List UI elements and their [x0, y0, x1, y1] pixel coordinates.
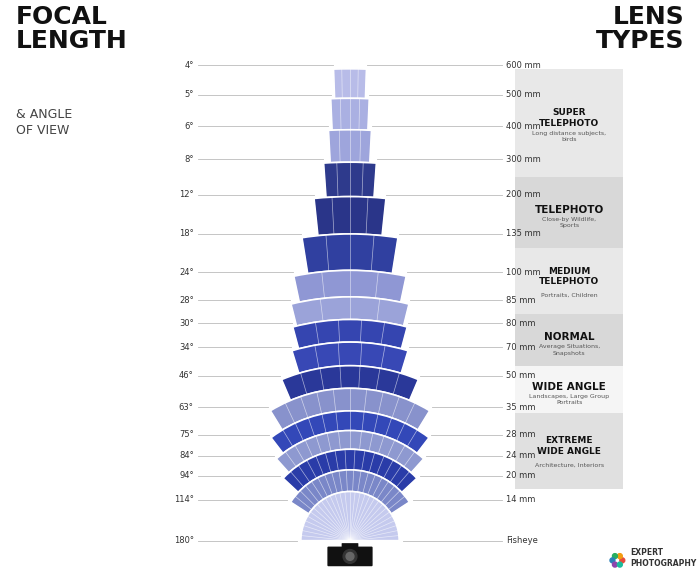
Text: Long distance subjects,
birds: Long distance subjects, birds: [532, 131, 606, 143]
Text: 80 mm: 80 mm: [506, 319, 536, 328]
Wedge shape: [271, 411, 429, 454]
Text: FOCAL
LENGTH: FOCAL LENGTH: [16, 5, 127, 53]
Text: 28°: 28°: [179, 296, 194, 305]
Text: 63°: 63°: [178, 403, 194, 412]
Circle shape: [346, 553, 354, 560]
Circle shape: [617, 562, 622, 567]
Wedge shape: [283, 450, 417, 492]
Text: 180°: 180°: [174, 536, 194, 545]
Text: 12°: 12°: [179, 190, 194, 199]
FancyBboxPatch shape: [328, 546, 372, 566]
Text: 4°: 4°: [184, 61, 194, 70]
Text: 94°: 94°: [179, 471, 194, 480]
FancyBboxPatch shape: [342, 543, 358, 550]
Text: 400 mm: 400 mm: [506, 122, 541, 131]
Bar: [515, 414, 623, 489]
Text: EXPERT
PHOTOGRAPHY: EXPERT PHOTOGRAPHY: [630, 548, 696, 568]
Wedge shape: [333, 69, 367, 99]
Wedge shape: [281, 366, 419, 400]
Text: & ANGLE
OF VIEW: & ANGLE OF VIEW: [16, 108, 72, 137]
Text: 46°: 46°: [179, 371, 194, 380]
Bar: [515, 314, 623, 366]
Text: EXTREME
WIDE ANGLE: EXTREME WIDE ANGLE: [538, 436, 601, 456]
Wedge shape: [291, 297, 409, 326]
Text: WIDE ANGLE: WIDE ANGLE: [532, 382, 606, 392]
Bar: [515, 248, 623, 314]
Wedge shape: [328, 130, 372, 163]
Text: 500 mm: 500 mm: [506, 90, 541, 99]
Text: 135 mm: 135 mm: [506, 229, 541, 238]
Text: Close-by Wildlife,
Sports: Close-by Wildlife, Sports: [542, 217, 596, 228]
Wedge shape: [293, 320, 407, 349]
Text: 34°: 34°: [179, 343, 194, 351]
Text: SUPER
TELEPHOTO: SUPER TELEPHOTO: [539, 108, 599, 128]
Text: 5°: 5°: [184, 90, 194, 99]
Circle shape: [620, 558, 625, 563]
Text: MEDIUM
TELEPHOTO: MEDIUM TELEPHOTO: [539, 267, 599, 286]
Text: 20 mm: 20 mm: [506, 471, 536, 480]
Wedge shape: [302, 234, 398, 274]
Text: 28 mm: 28 mm: [506, 430, 536, 439]
Circle shape: [617, 554, 622, 559]
Text: 18°: 18°: [179, 229, 194, 238]
Text: Architecture, Interiors: Architecture, Interiors: [535, 462, 604, 467]
Text: 100 mm: 100 mm: [506, 268, 541, 277]
Text: 8°: 8°: [184, 155, 194, 164]
Text: 24°: 24°: [179, 268, 194, 277]
Wedge shape: [270, 388, 430, 430]
Bar: [515, 69, 623, 177]
Text: 35 mm: 35 mm: [506, 403, 536, 412]
Wedge shape: [290, 470, 410, 514]
Circle shape: [343, 549, 357, 563]
Text: TELEPHOTO: TELEPHOTO: [535, 205, 604, 215]
Text: 600 mm: 600 mm: [506, 61, 541, 70]
Text: 200 mm: 200 mm: [506, 190, 541, 199]
Wedge shape: [330, 98, 370, 130]
Text: 85 mm: 85 mm: [506, 296, 536, 305]
Text: Landscapes, Large Group
Portraits: Landscapes, Large Group Portraits: [529, 394, 609, 405]
Text: 84°: 84°: [179, 451, 194, 461]
Wedge shape: [276, 430, 424, 473]
Text: NORMAL: NORMAL: [544, 332, 594, 342]
Wedge shape: [314, 197, 386, 235]
Text: 50 mm: 50 mm: [506, 371, 536, 380]
Text: Portraits, Children: Portraits, Children: [541, 292, 598, 298]
Wedge shape: [294, 270, 406, 302]
Wedge shape: [301, 491, 399, 541]
Wedge shape: [292, 342, 408, 374]
Text: 75°: 75°: [179, 430, 194, 439]
Text: 300 mm: 300 mm: [506, 155, 541, 164]
Text: 6°: 6°: [184, 122, 194, 131]
Circle shape: [610, 558, 615, 563]
Text: LENS
TYPES: LENS TYPES: [596, 5, 684, 53]
Bar: [515, 366, 623, 414]
Text: 114°: 114°: [174, 495, 194, 505]
Circle shape: [612, 562, 617, 567]
Text: 24 mm: 24 mm: [506, 451, 536, 461]
Circle shape: [612, 554, 617, 559]
Text: 30°: 30°: [179, 319, 194, 328]
Wedge shape: [323, 162, 377, 197]
Bar: [515, 177, 623, 248]
Text: Fisheye: Fisheye: [506, 536, 538, 545]
Text: 70 mm: 70 mm: [506, 343, 536, 351]
Text: Average Situations,
Snapshots: Average Situations, Snapshots: [538, 345, 600, 356]
Text: 14 mm: 14 mm: [506, 495, 536, 505]
